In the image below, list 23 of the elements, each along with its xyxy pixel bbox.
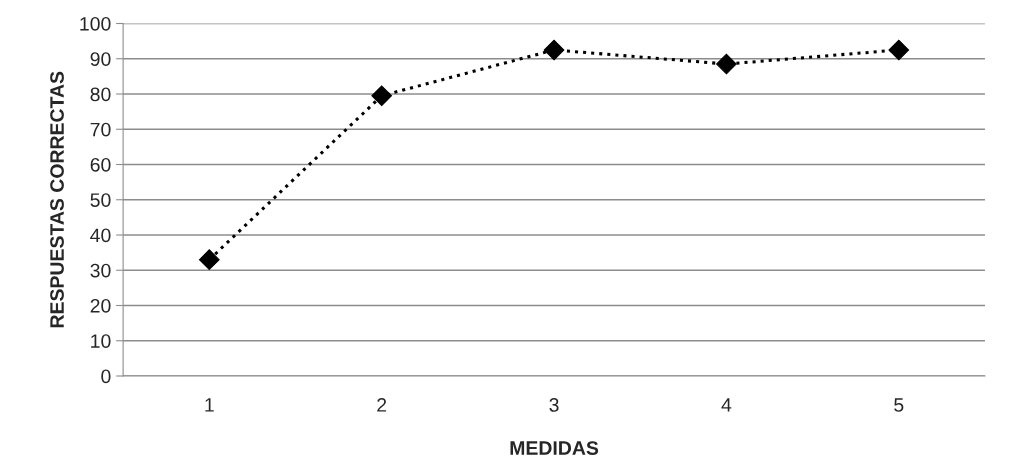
- point: [198, 249, 220, 271]
- x-axis-title: MEDIDAS: [510, 441, 599, 455]
- y-tick-label: 70: [90, 122, 111, 137]
- y-tick-label: 100: [80, 16, 111, 31]
- point: [371, 85, 393, 107]
- y-axis-title: RESPUESTAS CORRECTAS: [50, 71, 64, 328]
- x-tick-label: 3: [549, 398, 559, 412]
- y-tick-label: 10: [91, 334, 111, 348]
- y-tick-label: 60: [90, 157, 111, 172]
- y-tick-label: 80: [90, 87, 111, 102]
- point: [716, 53, 737, 75]
- y-tick-label: 90: [90, 52, 111, 66]
- x-tick-label: 2: [377, 398, 387, 412]
- x-tick-label: 5: [894, 398, 904, 412]
- y-tick-label: 0: [101, 369, 111, 384]
- y-tick-label: 20: [90, 298, 111, 313]
- point: [543, 39, 565, 61]
- point: [888, 39, 910, 61]
- y-tick-label: 50: [90, 193, 111, 207]
- x-tick-label: 4: [721, 398, 732, 412]
- x-tick-label: 1: [205, 398, 214, 412]
- y-tick-label: 40: [90, 228, 111, 243]
- y-tick-label: 30: [90, 263, 111, 278]
